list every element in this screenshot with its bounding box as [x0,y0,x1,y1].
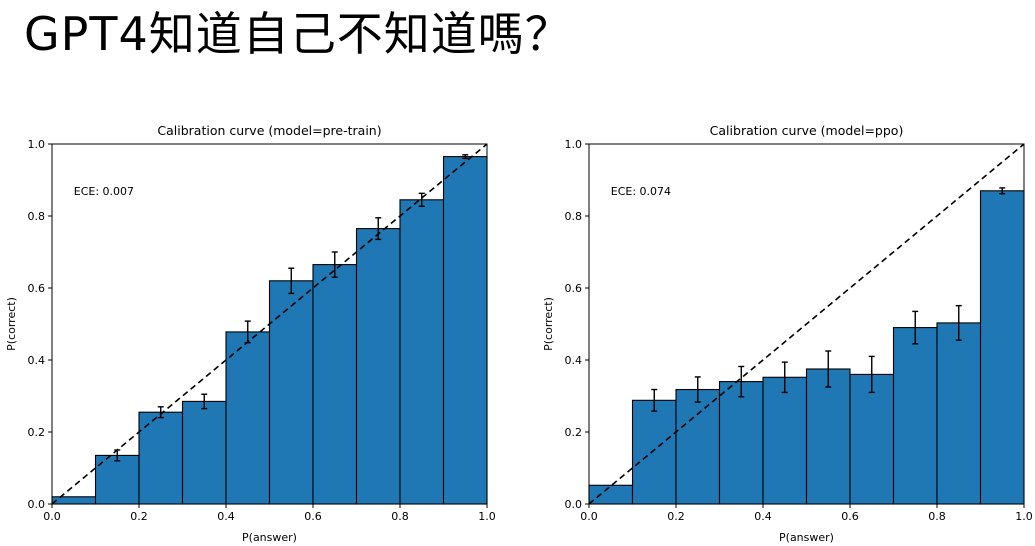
y-tick-label: 0.6 [28,282,46,295]
plot-frame [51,143,488,505]
ece-annotation: ECE: 0.007 [74,185,134,198]
x-axis-label: P(answer) [779,531,834,544]
ece-annotation: ECE: 0.074 [611,185,671,198]
error-bar [201,393,208,410]
bar [762,376,808,505]
bar [849,373,895,505]
y-axis-label: P(correct) [5,297,18,351]
error-bar [868,355,875,394]
bar [588,484,634,505]
bar [399,199,445,505]
y-tick-label: 0.4 [28,354,46,367]
bar [94,454,140,505]
y-tick-label: 0.6 [565,282,583,295]
error-bar [288,267,295,295]
chart-panel-ppo: 0.0 0.2 0.4 0.6 0.8 1.0 0.0 0.2 0.4 0.6 0.8 1.0 Cali… [542,123,1033,544]
x-tick-label: 0.0 [580,510,598,523]
x-tick-label: 0.2 [130,510,148,523]
bar [442,156,488,505]
bar [181,400,227,505]
x-tick-label: 0.8 [928,510,946,523]
error-bar [694,376,701,403]
error-bar [999,187,1006,195]
bar [631,399,677,505]
x-tick-label: 1.0 [478,510,496,523]
y-tick-label: 0.4 [565,354,583,367]
y-tick-label: 0.0 [565,498,583,511]
x-axis-label: P(answer) [242,531,297,544]
x-tick-label: 0.4 [754,510,772,523]
bar [675,388,721,505]
bar [312,264,358,505]
slide-title: GPT4知道自己不知道嗎？ [24,7,572,61]
bar [892,327,938,505]
bar [936,322,982,505]
bar [805,368,851,505]
x-tick-label: 0.6 [304,510,322,523]
y-tick-label: 0.2 [28,426,46,439]
bar [225,331,271,505]
reference-diagonal-line [51,143,488,505]
y-tick-label: 1.0 [565,138,583,151]
error-bar [781,361,788,394]
error-bar [651,388,658,412]
y-tick-label: 0.8 [565,210,583,223]
error-bar [825,350,832,388]
bar [979,190,1025,505]
y-axis-label: P(correct) [542,297,555,351]
error-bar [157,406,164,419]
y-tick-label: 0.0 [28,498,46,511]
error-bar [738,365,745,398]
x-tick-label: 0.6 [841,510,859,523]
plot-frame [588,143,1025,505]
bar [355,228,401,505]
x-tick-label: 0.2 [667,510,685,523]
bar [268,280,314,505]
error-bar [331,251,338,278]
x-tick-label: 1.0 [1015,510,1033,523]
reference-diagonal-line [588,143,1025,505]
x-tick-label: 0.0 [43,510,61,523]
y-tick-label: 1.0 [28,138,46,151]
chart-title: Calibration curve (model=pre-train) [157,123,381,138]
y-tick-label: 0.8 [28,210,46,223]
x-tick-label: 0.8 [391,510,409,523]
chart-title: Calibration curve (model=ppo) [710,123,904,138]
x-tick-label: 0.4 [217,510,235,523]
error-bar [418,192,425,207]
chart-panel-pre-train: 0.0 0.2 0.4 0.6 0.8 1.0 0.0 0.2 0.4 0.6 0.8 1.0 Cali… [5,123,496,544]
error-bar [912,310,919,345]
bar [718,381,764,505]
error-bar [955,304,962,341]
error-bar [462,154,469,160]
y-tick-label: 0.2 [565,426,583,439]
bar [51,496,97,505]
error-bar [375,217,382,241]
